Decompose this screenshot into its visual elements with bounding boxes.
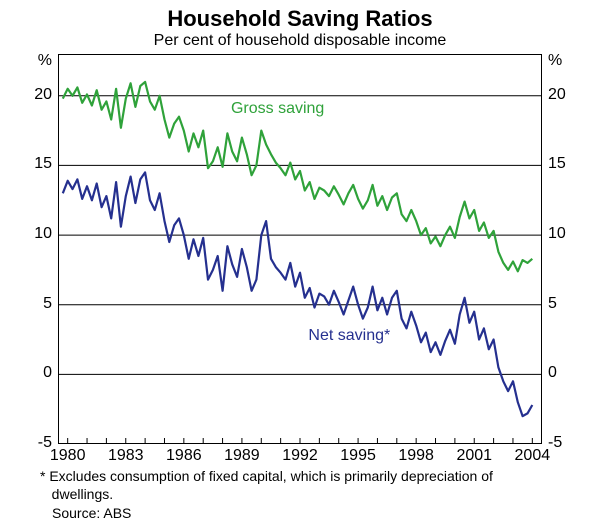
x-tick: 1989 bbox=[222, 447, 262, 465]
x-tick: 1998 bbox=[396, 447, 436, 465]
series-label-gross: Gross saving bbox=[231, 100, 324, 118]
x-tick: 1992 bbox=[280, 447, 320, 465]
chart-container: Household Saving Ratios Per cent of hous… bbox=[0, 0, 600, 529]
y-tick-left: 15 bbox=[34, 155, 52, 173]
source-text: Source: ABS bbox=[52, 505, 131, 523]
y-tick-left: 5 bbox=[43, 295, 52, 313]
y-tick-right: 20 bbox=[548, 86, 566, 104]
x-tick: 2004 bbox=[512, 447, 552, 465]
footnote: * Excludes consumption of fixed capital,… bbox=[40, 468, 493, 503]
y-tick-left: 0 bbox=[43, 364, 52, 382]
x-tick: 1980 bbox=[48, 447, 88, 465]
y-tick-right: 15 bbox=[548, 155, 566, 173]
y-tick-right: 5 bbox=[548, 295, 557, 313]
y-axis-unit-right: % bbox=[548, 52, 562, 70]
y-tick-left: 10 bbox=[34, 225, 52, 243]
plot-area: Gross saving Net saving* bbox=[58, 54, 542, 444]
chart-title: Household Saving Ratios bbox=[0, 6, 600, 32]
x-tick: 1986 bbox=[164, 447, 204, 465]
y-tick-right: 0 bbox=[548, 364, 557, 382]
y-tick-right: 10 bbox=[548, 225, 566, 243]
chart-subtitle: Per cent of household disposable income bbox=[0, 32, 600, 50]
y-axis-unit-left: % bbox=[38, 52, 52, 70]
y-tick-left: 20 bbox=[34, 86, 52, 104]
x-tick: 2001 bbox=[454, 447, 494, 465]
series-label-net: Net saving* bbox=[308, 327, 390, 345]
x-tick: 1983 bbox=[106, 447, 146, 465]
x-tick: 1995 bbox=[338, 447, 378, 465]
